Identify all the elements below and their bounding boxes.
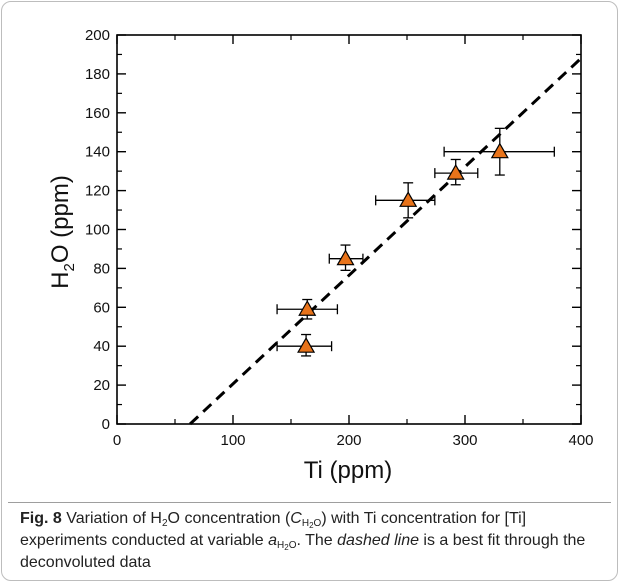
y-axis-label: H2O (ppm) — [47, 175, 78, 289]
a-symbol: a — [268, 532, 278, 549]
data-points — [276, 127, 555, 357]
y-tick-label: 20 — [93, 377, 110, 394]
triangle-marker — [297, 336, 316, 353]
x-tick-label: 400 — [568, 432, 593, 449]
triangle-marker — [298, 300, 317, 316]
data-point — [443, 127, 555, 176]
caption-text-3: ) with Ti concentration for [Ti] experim… — [20, 510, 527, 549]
data-point — [276, 298, 339, 320]
caption-text-2: O concentration ( — [167, 510, 291, 527]
caption-text-5: is a best fit through the deconvoluted d… — [20, 532, 586, 571]
data-point — [276, 333, 333, 357]
y-tick-label: 40 — [93, 338, 110, 355]
x-tick-label: 100 — [220, 432, 245, 449]
y-tick-label: 80 — [93, 260, 110, 277]
triangle-marker — [446, 163, 465, 180]
triangle-marker — [336, 249, 355, 266]
axes: 0 100 200 300 400 0 20 40 60 80 100 120 140 160 180 200 — [85, 27, 594, 449]
y-tick-label: 160 — [85, 105, 110, 122]
x-tick-label: 0 — [113, 432, 121, 449]
y-label-rest: O (ppm) — [47, 175, 74, 263]
fit-line-group — [189, 57, 583, 426]
figure-caption: Fig. 8 Variation of H2O concentration (C… — [20, 508, 605, 574]
y-tick-label: 0 — [102, 416, 110, 433]
y-tick-label: 60 — [93, 299, 110, 316]
x-tick-label: 200 — [336, 432, 361, 449]
c-symbol: C — [290, 510, 302, 527]
caption-sub-1: 2 — [161, 518, 168, 529]
y-tick-label: 200 — [85, 27, 110, 44]
dashed-line-term: dashed line — [337, 532, 419, 549]
y-tick-label: 180 — [85, 66, 110, 83]
y-label-sub: 2 — [61, 263, 78, 271]
a-subscript: H2O — [277, 540, 297, 552]
figure-label: Fig. 8 — [20, 510, 62, 527]
caption-text-1: Variation of H — [61, 510, 162, 527]
y-tick-label: 120 — [85, 183, 110, 200]
y-tick-label: 140 — [85, 144, 110, 161]
scatter-chart: 0 100 200 300 400 0 20 40 60 80 100 120 140 160 180 200… — [47, 27, 594, 484]
best-fit-line — [189, 57, 583, 426]
y-label-h: H — [47, 272, 74, 289]
data-point — [434, 158, 479, 186]
y-tick-label: 100 — [85, 222, 110, 239]
caption-text-4: . The — [296, 532, 338, 549]
caption-divider — [8, 502, 611, 503]
x-tick-label: 300 — [452, 432, 477, 449]
data-point — [328, 244, 364, 271]
data-point — [375, 182, 436, 219]
caption-box: Fig. 8 Variation of H2O concentration (C… — [8, 502, 611, 578]
c-subscript: H2O — [301, 518, 322, 530]
triangle-marker — [490, 142, 509, 159]
triangle-marker — [399, 191, 418, 207]
plot-border — [116, 34, 582, 425]
x-axis-label: Ti (ppm) — [304, 457, 392, 484]
